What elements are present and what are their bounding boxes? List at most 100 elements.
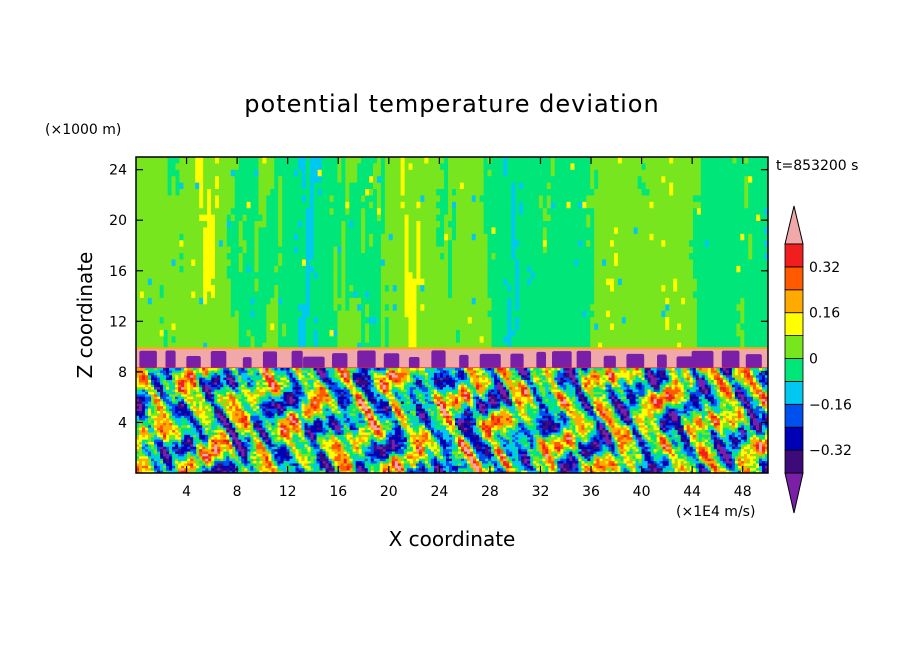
field-cell xyxy=(633,278,639,286)
field-cell xyxy=(594,265,599,273)
field-cell xyxy=(554,265,560,273)
field-cell xyxy=(704,208,710,216)
field-cell xyxy=(744,195,749,203)
field-cell xyxy=(238,221,244,229)
field-cell xyxy=(136,389,140,393)
field-cell xyxy=(491,246,497,254)
field-cell xyxy=(661,208,666,216)
field-cell xyxy=(574,201,579,209)
field-cell xyxy=(215,329,220,337)
field-cell xyxy=(586,278,591,286)
field-cell xyxy=(428,317,433,325)
field-cell xyxy=(428,285,433,293)
field-cell xyxy=(333,317,339,325)
field-cell xyxy=(408,323,414,331)
field-cell xyxy=(424,259,429,267)
field-cell xyxy=(250,163,256,171)
field-cell xyxy=(353,208,358,216)
field-cell xyxy=(353,157,358,164)
field-cell xyxy=(452,285,457,293)
field-cell xyxy=(617,169,623,177)
field-cell xyxy=(246,221,252,229)
field-cell xyxy=(309,240,315,248)
field-cell xyxy=(396,291,402,299)
field-cell xyxy=(479,310,485,318)
field-cell xyxy=(155,195,161,203)
field-cell xyxy=(246,304,252,312)
field-cell xyxy=(432,246,437,254)
field-cell xyxy=(621,259,627,267)
field-cell xyxy=(242,329,248,337)
field-cell xyxy=(637,195,643,203)
field-cell xyxy=(266,285,271,293)
field-cell xyxy=(491,240,497,248)
field-cell xyxy=(369,246,374,254)
field-cell xyxy=(428,227,433,235)
field-cell xyxy=(685,259,690,267)
field-cell xyxy=(681,253,686,261)
field-cell xyxy=(436,323,441,331)
field-cell xyxy=(681,285,686,293)
field-cell xyxy=(459,195,465,203)
pink-band xyxy=(136,349,768,369)
field-cell xyxy=(617,291,623,299)
field-cell xyxy=(258,221,263,229)
field-cell xyxy=(748,169,753,177)
field-cell xyxy=(511,214,516,222)
field-cell xyxy=(523,233,528,241)
field-cell xyxy=(542,195,548,203)
field-cell xyxy=(396,195,402,203)
field-cell xyxy=(685,157,690,164)
field-cell xyxy=(420,163,425,171)
field-cell xyxy=(341,157,346,164)
field-cell xyxy=(159,246,165,254)
field-cell xyxy=(613,304,619,312)
field-cell xyxy=(483,342,489,350)
field-cell xyxy=(534,214,540,222)
field-cell xyxy=(756,189,761,197)
field-cell xyxy=(720,317,726,325)
field-cell xyxy=(716,297,722,305)
field-cell xyxy=(313,259,319,267)
field-cell xyxy=(396,285,402,293)
field-cell xyxy=(436,189,441,197)
field-cell xyxy=(274,163,279,171)
field-cell xyxy=(155,182,161,190)
field-cell xyxy=(175,208,181,216)
field-cell xyxy=(199,317,204,325)
field-cell xyxy=(321,278,327,286)
field-cell xyxy=(392,265,398,273)
field-cell xyxy=(305,297,311,305)
field-cell xyxy=(349,278,354,286)
field-cell xyxy=(136,446,140,450)
field-cell xyxy=(653,157,658,164)
field-cell xyxy=(163,253,169,261)
field-cell xyxy=(175,189,181,197)
field-cell xyxy=(309,208,315,216)
field-cell xyxy=(266,297,271,305)
field-cell xyxy=(606,208,611,216)
field-cell xyxy=(558,253,564,261)
field-cell xyxy=(613,342,619,350)
field-cell xyxy=(677,265,682,273)
field-cell xyxy=(661,240,666,248)
field-cell xyxy=(744,342,749,350)
field-cell xyxy=(531,240,536,248)
field-cell xyxy=(594,253,599,261)
field-cell xyxy=(550,265,556,273)
field-cell xyxy=(230,227,236,235)
field-cell xyxy=(463,233,469,241)
field-cell xyxy=(629,285,635,293)
field-cell xyxy=(211,265,216,273)
field-cell xyxy=(380,285,386,293)
field-cell xyxy=(523,278,528,286)
field-cell xyxy=(301,201,307,209)
field-cell xyxy=(151,342,157,350)
field-cell xyxy=(602,157,607,164)
field-cell xyxy=(313,265,319,273)
field-cell xyxy=(681,336,686,344)
field-cell xyxy=(175,336,181,344)
field-cell xyxy=(673,233,678,241)
field-cell xyxy=(384,157,390,164)
field-cell xyxy=(645,227,651,235)
